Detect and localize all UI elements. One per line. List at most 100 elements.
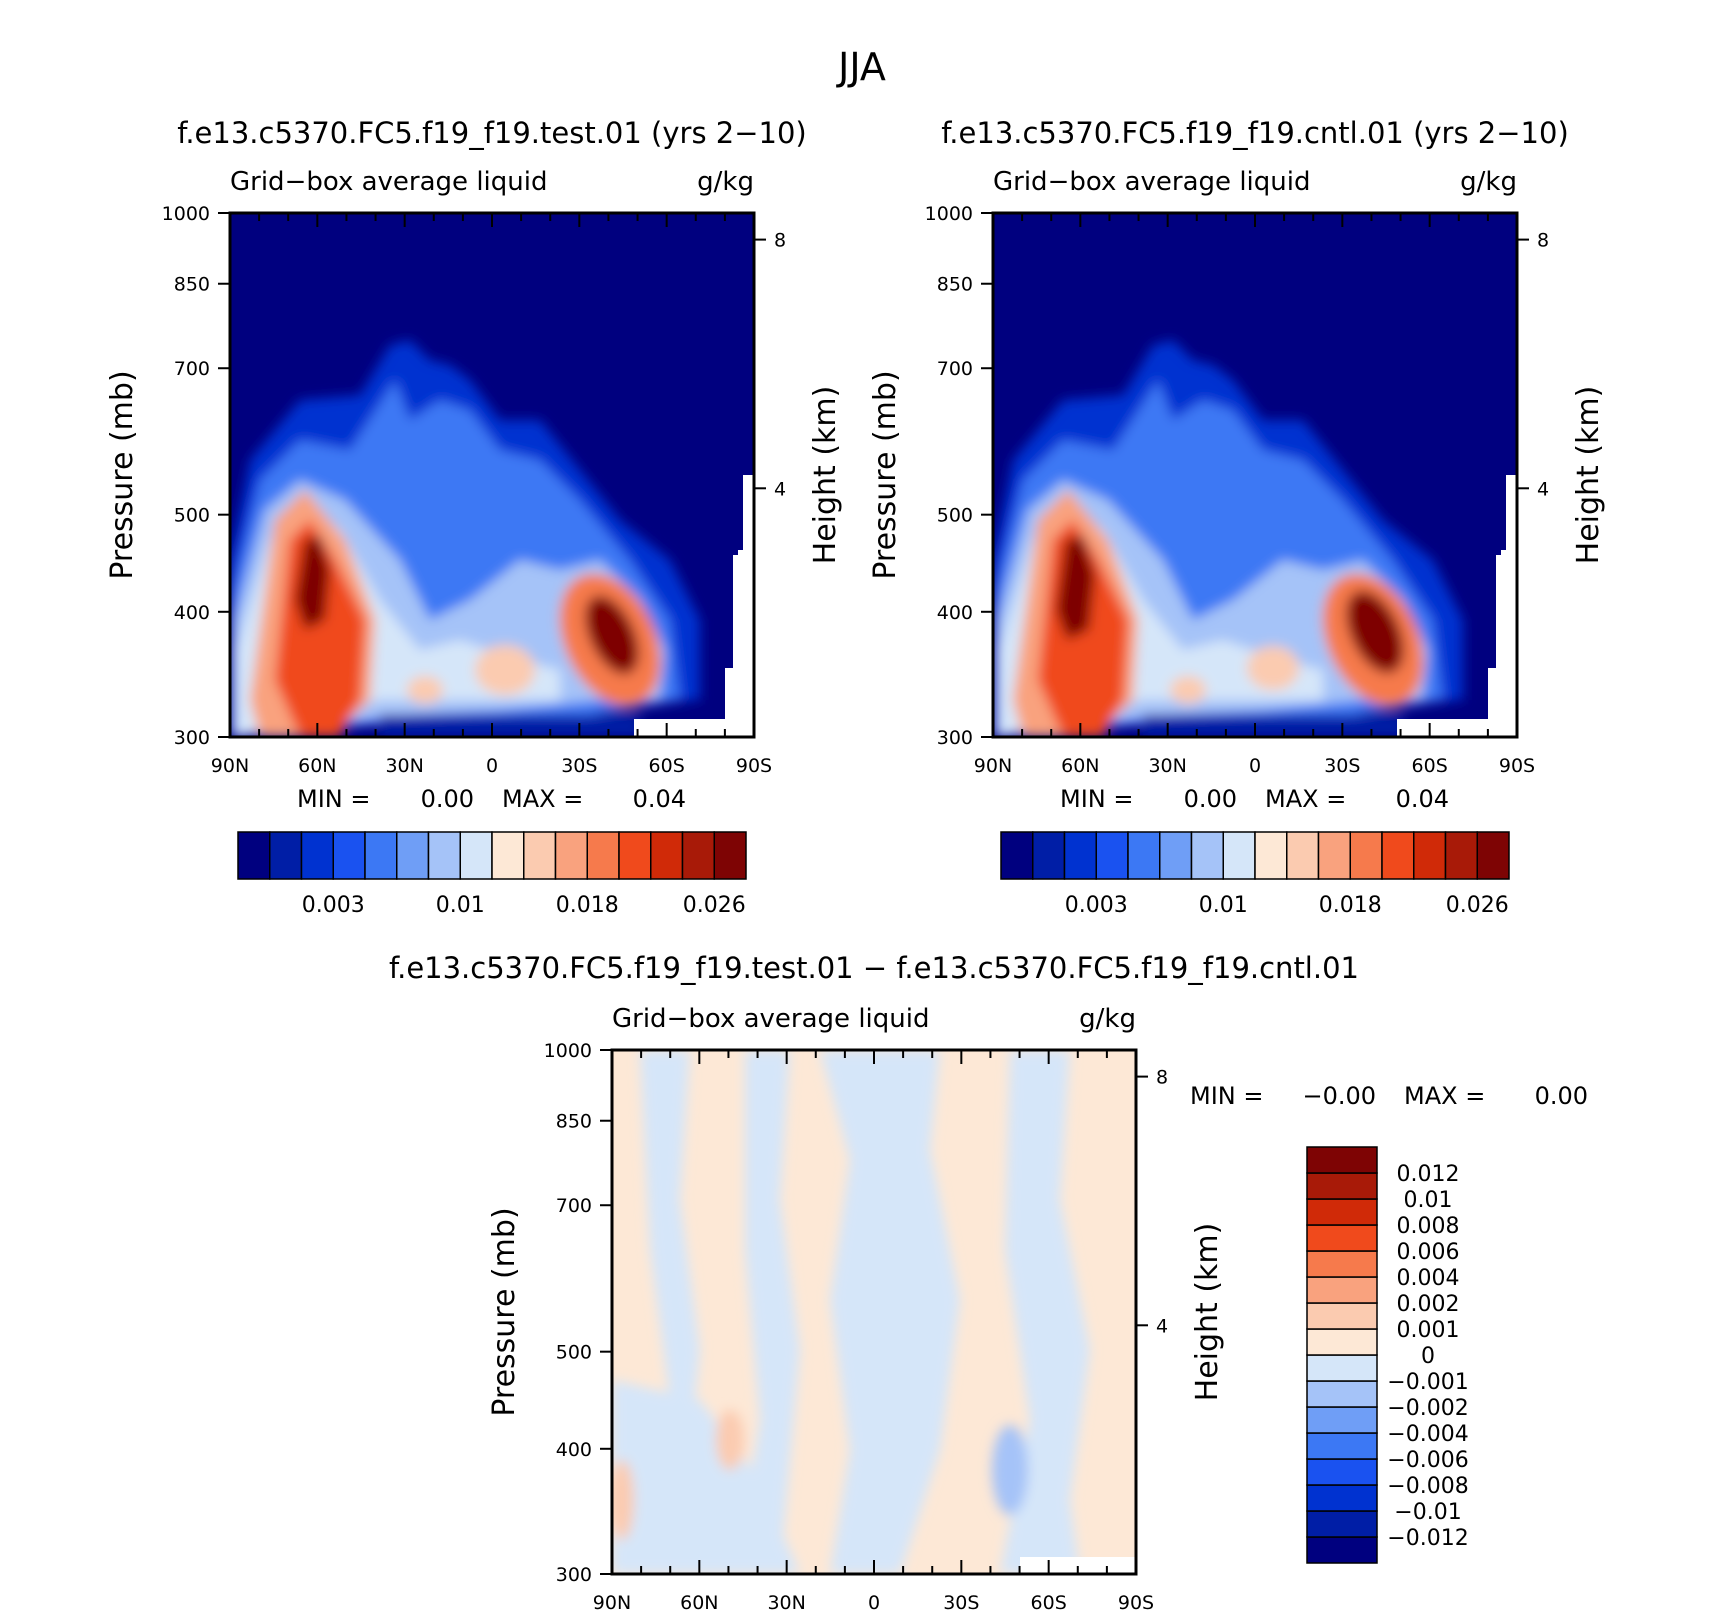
x-tick-label: 30N: [1148, 755, 1186, 777]
max-label: MAX =: [1265, 785, 1346, 813]
y-tick-label: 850: [937, 274, 973, 296]
colorbar-swatch: [1159, 831, 1193, 880]
y-tick-label: 850: [556, 1111, 592, 1133]
colorbar-label: 0.003: [1065, 893, 1128, 918]
colorbar-label: −0.01: [1394, 1500, 1461, 1525]
colorbar-swatch: [1127, 831, 1161, 880]
colorbar-swatch: [1222, 831, 1256, 880]
y-tick-label: 850: [174, 274, 210, 296]
contour-band-orange: [275, 520, 365, 737]
y-tick-label: 700: [556, 1195, 592, 1217]
y-tick-label: 500: [174, 505, 210, 527]
colorbar-swatch: [300, 831, 334, 880]
colorbar-swatch: [618, 831, 652, 880]
missing-data-mask: [1397, 475, 1517, 737]
y2-tick-label: 4: [774, 478, 786, 500]
contour-surface-band: [1143, 715, 1403, 737]
panel-test: f.e13.c5370.FC5.f19_f19.test.01 (yrs 2−1…: [105, 116, 843, 918]
x-tick-label: 30S: [1324, 755, 1360, 777]
x-tick-label: 60S: [1031, 1592, 1067, 1611]
y-ticks: 300 400 500 700 850 1000: [162, 203, 230, 749]
max-label: MAX =: [1404, 1082, 1485, 1110]
panel-difference: f.e13.c5370.FC5.f19_f19.test.01 − f.e13.…: [389, 951, 1588, 1611]
subtitle-left: Grid−box average liquid: [993, 167, 1310, 197]
colorbar-label: 0.018: [1319, 893, 1382, 918]
x-ticks: 90N 60N 30N 0 30S 60S 90S: [593, 1050, 1154, 1611]
colorbar-swatch: [1306, 1328, 1378, 1356]
y2-tick-label: 4: [1156, 1315, 1168, 1337]
negative-band-4: [1000, 1050, 1090, 1574]
colorbar-swatch: [713, 831, 747, 880]
colorbar-swatch: [364, 831, 398, 880]
axes: 90N 60N 30N 0 30S 60S 90S 3004005007008501000 …: [868, 203, 1606, 777]
x-tick-label: 60N: [680, 1592, 718, 1611]
y2-ticks: 84: [1517, 230, 1549, 500]
x-tick-label: 90N: [974, 755, 1012, 777]
x-tick-label: 90N: [593, 1592, 631, 1611]
colorbar-swatch: [427, 831, 461, 880]
colorbar-swatch: [1306, 1380, 1378, 1408]
colorbar-label: 0.01: [436, 893, 485, 918]
y-tick-label: 500: [937, 505, 973, 527]
y-tick-label: 1000: [544, 1040, 592, 1062]
colorbar-label: 0.012: [1397, 1162, 1460, 1187]
colorbar-swatch: [1413, 831, 1447, 880]
colorbar-label: −0.002: [1387, 1396, 1468, 1421]
colorbar-swatch: [1306, 1302, 1378, 1330]
colorbar-swatch: [554, 831, 588, 880]
colorbar-swatch: [1306, 1172, 1378, 1200]
colorbar-swatch: [1306, 1484, 1378, 1512]
contour-field: [612, 1050, 1136, 1574]
y-axis-label: Pressure (mb): [105, 370, 140, 579]
y-tick-label: 400: [556, 1439, 592, 1461]
colorbar-swatch: [1306, 1198, 1378, 1226]
colorbar-swatch: [1286, 831, 1320, 880]
colorbar-swatch: [523, 831, 557, 880]
y-ticks: 300 400 500 700 850 1000: [925, 203, 993, 749]
subtitle-right: g/kg: [1460, 167, 1517, 197]
x-tick-label: 90N: [211, 755, 249, 777]
colorbar-swatch: [1306, 1276, 1378, 1304]
min-value: 0.00: [421, 785, 474, 813]
figure-title: JJA: [836, 45, 886, 89]
x-tick-label: 30N: [767, 1592, 805, 1611]
negative-cell: [992, 1425, 1028, 1515]
missing-data-mask: [634, 475, 754, 737]
colorbar-swatch: [650, 831, 684, 880]
x-tick-label: 30N: [385, 755, 423, 777]
x-tick-label: 60N: [298, 755, 336, 777]
colorbar-swatch: [459, 831, 493, 880]
contour-cell-eq: [475, 645, 535, 695]
colorbar-label: 0: [1421, 1344, 1435, 1369]
colorbar-swatch: [1476, 831, 1510, 880]
colorbar-label: −0.004: [1387, 1422, 1468, 1447]
colorbar-label: 0.01: [1199, 893, 1248, 918]
colorbar-label: 0.026: [1446, 893, 1509, 918]
x-tick-label: 0: [486, 755, 498, 777]
positive-cell-1: [716, 1410, 744, 1470]
y-tick-label: 400: [174, 602, 210, 624]
colorbar-label: 0.002: [1397, 1292, 1460, 1317]
y-axis-label: Pressure (mb): [487, 1207, 522, 1416]
colorbar-swatch: [1306, 1510, 1378, 1538]
y-axis-label: Pressure (mb): [868, 370, 903, 579]
positive-cell-2: [612, 1460, 634, 1540]
colorbar-swatch: [1306, 1250, 1378, 1278]
colorbar-swatch: [1306, 1354, 1378, 1382]
subtitle-left: Grid−box average liquid: [612, 1004, 929, 1034]
max-value: 0.04: [1396, 785, 1449, 813]
panel-cntl: f.e13.c5370.FC5.f19_f19.cntl.01 (yrs 2−1…: [868, 116, 1606, 918]
subtitle-left: Grid−box average liquid: [230, 167, 547, 197]
y-tick-label: 1000: [162, 203, 210, 225]
min-label: MIN =: [1190, 1082, 1263, 1110]
colorbar-swatch: [586, 831, 620, 880]
colorbar-swatch: [1306, 1146, 1378, 1174]
contour-surface-band: [380, 715, 640, 737]
max-label: MAX =: [502, 785, 583, 813]
colorbar-swatch: [1349, 831, 1383, 880]
panel-title: f.e13.c5370.FC5.f19_f19.test.01 (yrs 2−1…: [177, 116, 807, 150]
contour-cell-south-core: [1346, 590, 1404, 674]
colorbar-label: 0.003: [302, 893, 365, 918]
contour-cell-eq2: [1170, 676, 1206, 704]
x-tick-label: 30S: [943, 1592, 979, 1611]
